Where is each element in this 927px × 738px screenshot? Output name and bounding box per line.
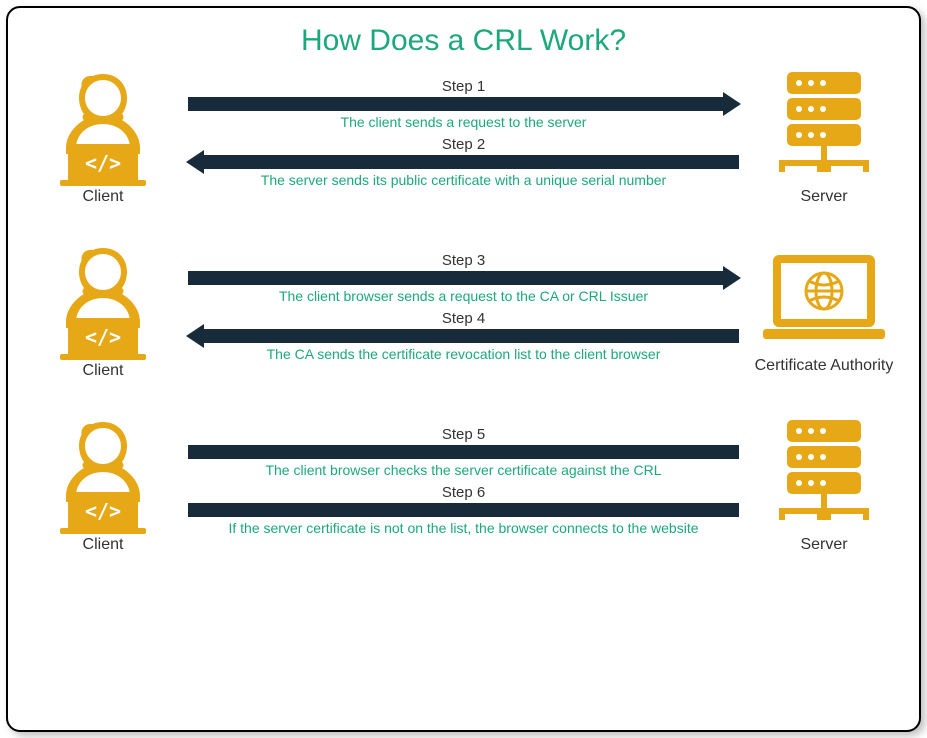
step-title: Step 4 <box>188 310 739 327</box>
section-3: </> Client Step 5 The client browser che… <box>28 414 899 554</box>
node-client-1: </> Client <box>28 66 178 206</box>
section-2: </> Client Step 3 The client browser sen… <box>28 240 899 380</box>
step-4: Step 4 The CA sends the certificate revo… <box>188 310 739 368</box>
diagram-frame: How Does a CRL Work? </> Client Step 1 T… <box>6 6 921 732</box>
client-icon: </> <box>48 414 158 534</box>
step-title: Step 2 <box>188 136 739 153</box>
server-icon <box>769 66 879 186</box>
node-label: Certificate Authority <box>749 357 899 375</box>
step-desc: The client browser checks the server cer… <box>188 462 739 478</box>
step-3: Step 3 The client browser sends a reques… <box>188 252 739 310</box>
client-icon: </> <box>48 240 158 360</box>
arrow-left-icon <box>188 329 739 343</box>
step-5: Step 5 The client browser checks the ser… <box>188 426 739 484</box>
step-6: Step 6 If the server certificate is not … <box>188 484 739 542</box>
step-desc: The client sends a request to the server <box>188 114 739 130</box>
client-icon: </> <box>48 66 158 186</box>
arrow-bar-icon <box>188 445 739 459</box>
step-title: Step 5 <box>188 426 739 443</box>
section-1: </> Client Step 1 The client sends a req… <box>28 66 899 206</box>
svg-text:</>: </> <box>85 325 121 349</box>
step-desc: The server sends its public certificate … <box>188 172 739 188</box>
node-label: Server <box>749 536 899 554</box>
step-2: Step 2 The server sends its public certi… <box>188 136 739 194</box>
arrow-right-icon <box>188 97 739 111</box>
step-desc: The client browser sends a request to th… <box>188 288 739 304</box>
step-title: Step 1 <box>188 78 739 95</box>
svg-text:</>: </> <box>85 151 121 175</box>
node-server-1: Server <box>749 66 899 206</box>
node-client-3: </> Client <box>28 414 178 554</box>
arrow-bar-icon <box>188 503 739 517</box>
step-title: Step 3 <box>188 252 739 269</box>
node-client-2: </> Client <box>28 240 178 380</box>
arrows-2: Step 3 The client browser sends a reques… <box>188 252 739 368</box>
node-label: Client <box>28 362 178 380</box>
certificate-authority-icon <box>759 245 889 355</box>
arrow-right-icon <box>188 271 739 285</box>
step-desc: If the server certificate is not on the … <box>188 520 739 536</box>
step-title: Step 6 <box>188 484 739 501</box>
node-label: Client <box>28 536 178 554</box>
step-1: Step 1 The client sends a request to the… <box>188 78 739 136</box>
node-label: Server <box>749 188 899 206</box>
node-label: Client <box>28 188 178 206</box>
diagram-title: How Does a CRL Work? <box>28 24 899 58</box>
node-ca: Certificate Authority <box>749 245 899 375</box>
server-icon <box>769 414 879 534</box>
step-desc: The CA sends the certificate revocation … <box>188 346 739 362</box>
svg-text:</>: </> <box>85 499 121 523</box>
arrow-left-icon <box>188 155 739 169</box>
arrows-3: Step 5 The client browser checks the ser… <box>188 426 739 542</box>
node-server-2: Server <box>749 414 899 554</box>
arrows-1: Step 1 The client sends a request to the… <box>188 78 739 194</box>
